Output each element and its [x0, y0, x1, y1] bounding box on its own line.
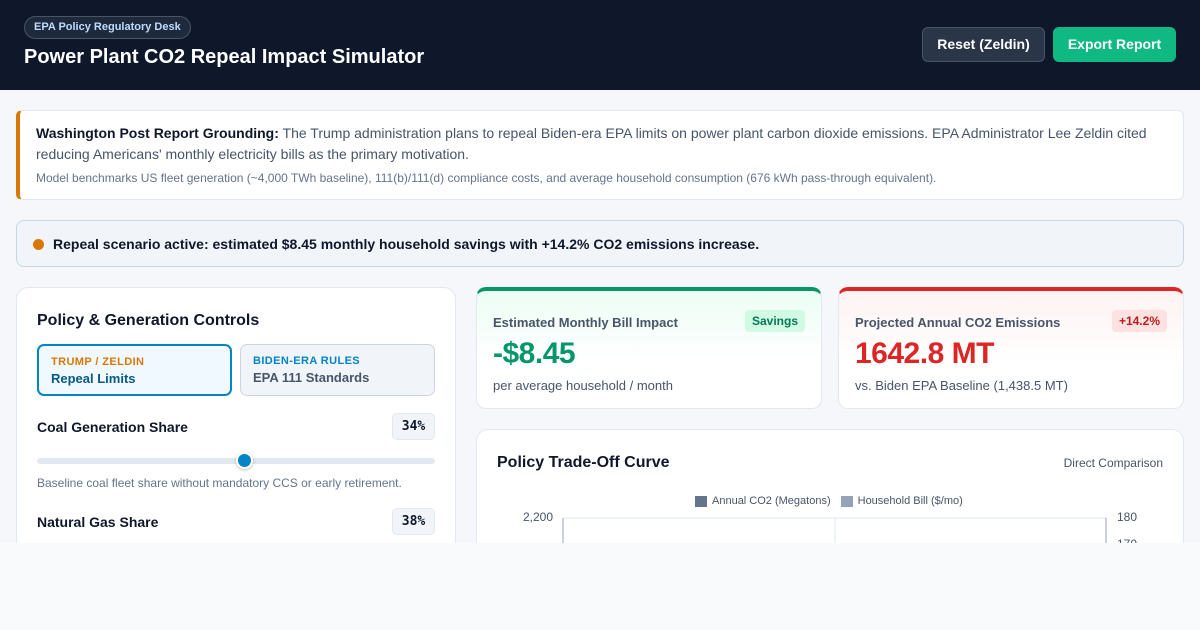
grounding-body: The Trump administration plans to repeal… [36, 125, 1147, 162]
legend-swatch [840, 495, 853, 507]
legend-item-bill: Household Bill ($/mo) [840, 495, 963, 507]
status-dot-icon [33, 239, 44, 250]
co2-emissions-value: 1642.8 MT [855, 337, 994, 370]
savings-badge: Savings [744, 310, 805, 332]
gas-share-value: 38% [392, 508, 435, 535]
legend-item-co2: Annual CO2 (Megatons) [695, 495, 831, 507]
bill-impact-sub: per average household / month [493, 378, 673, 393]
mode-label: EPA 111 Standards [253, 370, 370, 385]
status-text: Repeal scenario active: estimated $8.45 … [53, 236, 760, 252]
mode-label: Repeal Limits [51, 371, 136, 386]
controls-panel: Policy & Generation Controls TRUMP / ZEL… [16, 287, 456, 587]
reset-button[interactable]: Reset (Zeldin) [922, 27, 1045, 62]
bill-impact-value: -$8.45 [493, 337, 576, 370]
status-banner: Repeal scenario active: estimated $8.45 … [16, 220, 1184, 267]
chart-title: Policy Trade-Off Curve [497, 454, 670, 471]
bill-impact-label: Estimated Monthly Bill Impact [493, 315, 678, 330]
mode-card-biden-standards[interactable]: BIDEN-ERA RULES EPA 111 Standards [240, 344, 435, 396]
legend-label: Annual CO2 (Megatons) [712, 495, 831, 507]
page-title: Power Plant CO2 Repeal Impact Simulator [24, 46, 425, 68]
bill-impact-card: Estimated Monthly Bill Impact Savings -$… [476, 287, 822, 409]
grounding-note: Model benchmarks US fleet generation (~4… [36, 171, 937, 185]
direct-comparison-link[interactable]: Direct Comparison [1063, 456, 1163, 470]
coal-share-slider[interactable] [37, 452, 435, 469]
y-right-tick: 180 [1117, 510, 1137, 524]
gas-share-label: Natural Gas Share [37, 514, 159, 530]
desk-badge: EPA Policy Regulatory Desk [24, 16, 191, 39]
export-report-button[interactable]: Export Report [1053, 27, 1176, 62]
grounding-heading: Washington Post Report Grounding: [36, 125, 279, 141]
co2-emissions-card: Projected Annual CO2 Emissions +14.2% 16… [838, 287, 1184, 409]
coal-share-help: Baseline coal fleet share without mandat… [37, 476, 402, 490]
y-left-tick: 2,200 [523, 510, 553, 524]
co2-emissions-sub: vs. Biden EPA Baseline (1,438.5 MT) [855, 378, 1068, 393]
controls-title: Policy & Generation Controls [37, 312, 260, 329]
coal-share-value: 34% [392, 413, 435, 440]
legend-swatch [695, 495, 707, 507]
mode-card-repeal[interactable]: TRUMP / ZELDIN Repeal Limits [37, 344, 232, 396]
co2-emissions-label: Projected Annual CO2 Emissions [855, 315, 1061, 330]
grounding-panel: Washington Post Report Grounding: The Tr… [16, 110, 1184, 200]
coal-slider-thumb[interactable] [235, 452, 253, 469]
grounding-text: Washington Post Report Grounding: The Tr… [36, 123, 1167, 165]
app-header: EPA Policy Regulatory Desk Power Plant C… [0, 0, 1200, 90]
mode-kicker: TRUMP / ZELDIN [51, 356, 145, 368]
coal-share-label: Coal Generation Share [37, 419, 188, 435]
legend-label: Household Bill ($/mo) [857, 495, 963, 507]
chart-legend: Annual CO2 (Megatons) Household Bill ($/… [695, 495, 973, 507]
mode-kicker: BIDEN-ERA RULES [253, 355, 361, 367]
page-fold [0, 543, 1200, 630]
co2-change-badge: +14.2% [1111, 310, 1167, 332]
